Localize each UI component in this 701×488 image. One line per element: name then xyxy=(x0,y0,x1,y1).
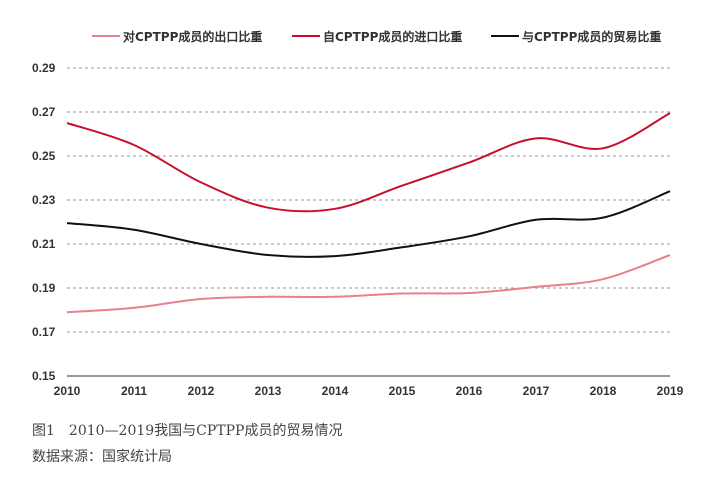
x-tick-label: 2018 xyxy=(590,384,617,398)
y-tick-label: 0.19 xyxy=(32,281,56,295)
figure-caption: 图1 2010—2019我国与CPTPP成员的贸易情况 xyxy=(32,423,343,439)
y-tick-label: 0.17 xyxy=(32,325,56,339)
legend-item-3: 与CPTPP成员的贸易比重 xyxy=(491,29,661,44)
y-tick-label: 0.25 xyxy=(32,149,56,163)
y-axis-ticks: 0.15 0.17 0.19 0.21 0.23 0.25 0.27 0.29 xyxy=(32,61,56,383)
y-tick-label: 0.27 xyxy=(32,105,56,119)
gridlines xyxy=(67,67,670,377)
legend-label: 对CPTPP成员的出口比重 xyxy=(123,29,262,44)
legend-item-1: 对CPTPP成员的出口比重 xyxy=(92,29,262,44)
legend-label: 与CPTPP成员的贸易比重 xyxy=(522,29,661,44)
x-axis-ticks: 2010 2011 2012 2013 2014 2015 2016 2017 2018 2019 xyxy=(54,384,684,398)
x-tick-label: 2016 xyxy=(456,384,483,398)
x-tick-label: 2012 xyxy=(188,384,215,398)
legend-label: 自CPTPP成员的进口比重 xyxy=(323,29,462,44)
series-lines xyxy=(66,112,671,314)
legend: 对CPTPP成员的出口比重 自CPTPP成员的进口比重 与CPTPP成员的贸易比重 xyxy=(92,29,661,44)
data-source-note: 数据来源：国家统计局 xyxy=(32,449,172,465)
y-tick-label: 0.15 xyxy=(32,369,56,383)
y-tick-label: 0.23 xyxy=(32,193,56,207)
series-line-3 xyxy=(66,190,671,258)
x-tick-label: 2013 xyxy=(255,384,282,398)
series-line-2 xyxy=(66,112,671,213)
x-tick-label: 2015 xyxy=(389,384,416,398)
series-line-1 xyxy=(66,254,671,314)
x-tick-label: 2019 xyxy=(657,384,684,398)
x-tick-label: 2011 xyxy=(121,384,147,398)
x-tick-label: 2017 xyxy=(523,384,550,398)
x-tick-label: 2010 xyxy=(54,384,81,398)
y-tick-label: 0.21 xyxy=(32,237,56,251)
line-chart: 对CPTPP成员的出口比重 自CPTPP成员的进口比重 与CPTPP成员的贸易比重 … xyxy=(32,29,684,398)
legend-item-2: 自CPTPP成员的进口比重 xyxy=(292,29,462,44)
x-tick-label: 2014 xyxy=(322,384,349,398)
y-tick-label: 0.29 xyxy=(32,61,56,75)
